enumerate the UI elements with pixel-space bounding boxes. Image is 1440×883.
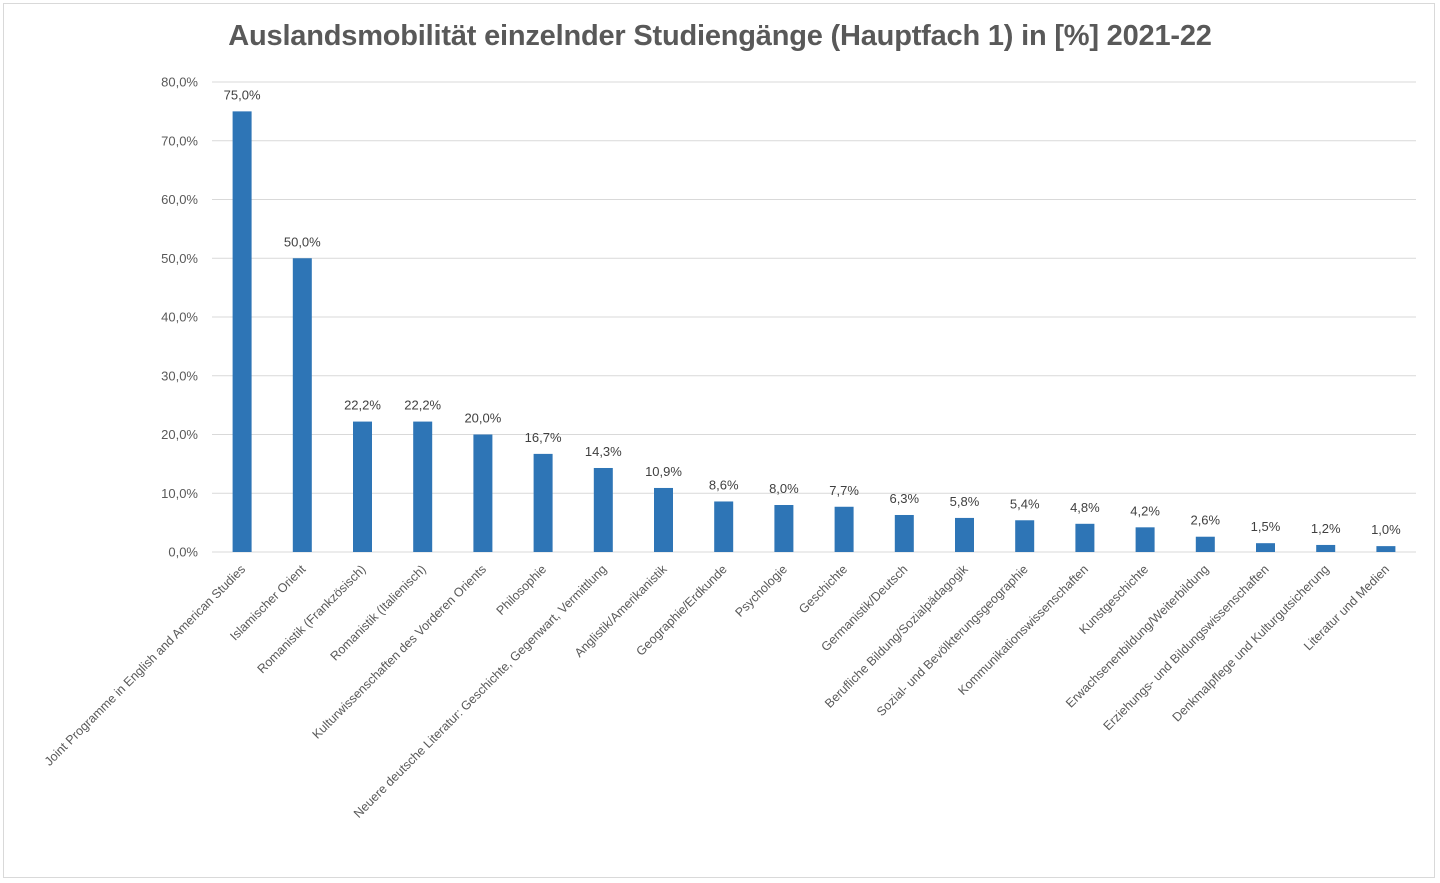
data-label: 6,3%: [889, 491, 919, 506]
y-axis-ticks: 0,0% 10,0% 20,0% 30,0% 40,0% 50,0% 60,0% 70,0% 8…: [161, 75, 198, 560]
bar: [533, 453, 553, 552]
data-label: 4,2%: [1130, 503, 1160, 518]
bar: [1316, 544, 1336, 552]
y-tick-label: 70,0%: [161, 133, 198, 148]
category-label: Joint Programme in English and American …: [42, 562, 248, 768]
category-label: Philosophie: [494, 562, 550, 618]
bar: [955, 517, 974, 552]
bar: [654, 487, 673, 552]
y-tick-label: 20,0%: [161, 427, 198, 442]
data-label: 1,5%: [1251, 519, 1281, 534]
data-label: 4,8%: [1070, 500, 1100, 515]
bar: [894, 514, 914, 552]
gridlines: [212, 81, 1416, 553]
y-tick-label: 0,0%: [168, 545, 198, 560]
bar: [1075, 523, 1095, 552]
bars: [232, 111, 1396, 552]
bar: [473, 434, 493, 552]
bar: [232, 111, 252, 552]
data-label: 14,3%: [585, 444, 622, 459]
y-tick-label: 60,0%: [161, 192, 198, 207]
data-label: 16,7%: [525, 430, 562, 445]
category-label: Geschichte: [796, 562, 850, 616]
data-label: 8,0%: [769, 481, 799, 496]
y-tick-label: 40,0%: [161, 310, 198, 325]
y-tick-label: 10,0%: [161, 486, 198, 501]
data-labels: 75,0% 50,0% 22,2% 22,2% 20,0% 16,7% 14,3% 10,9%…: [224, 87, 1401, 537]
bar: [1135, 527, 1155, 552]
data-label: 10,9%: [645, 464, 682, 479]
y-tick-label: 50,0%: [161, 251, 198, 266]
chart-title: Auslandsmobilität einzelnder Studiengäng…: [228, 20, 1212, 52]
bar: [834, 506, 854, 552]
bar: [1376, 546, 1396, 552]
bar: [1015, 520, 1035, 552]
bar: [593, 467, 613, 552]
bar: [1256, 543, 1275, 552]
data-label: 5,8%: [950, 494, 980, 509]
data-label: 50,0%: [284, 234, 321, 249]
data-label: 2,6%: [1190, 513, 1220, 528]
data-label: 7,7%: [829, 483, 859, 498]
category-label: Psychologie: [732, 562, 790, 620]
bar: [413, 421, 433, 552]
data-label: 8,6%: [709, 477, 739, 492]
category-label: Romanistik (Frankzösisch): [255, 562, 369, 676]
bar: [774, 505, 794, 552]
bar: [353, 421, 372, 552]
bar: [292, 258, 312, 552]
data-label: 22,2%: [404, 398, 441, 413]
data-label: 20,0%: [464, 411, 501, 426]
bar: [1195, 536, 1215, 552]
y-tick-label: 80,0%: [161, 75, 198, 90]
data-label: 5,4%: [1010, 496, 1040, 511]
data-label: 1,2%: [1311, 521, 1341, 536]
bar: [714, 501, 734, 552]
data-label: 1,0%: [1371, 522, 1401, 537]
category-label: Kommunikationswissenschaften: [955, 562, 1091, 698]
category-labels: Joint Programme in English and American …: [42, 562, 1392, 821]
y-tick-label: 30,0%: [161, 368, 198, 383]
data-label: 22,2%: [344, 398, 381, 413]
data-label: 75,0%: [224, 87, 261, 102]
